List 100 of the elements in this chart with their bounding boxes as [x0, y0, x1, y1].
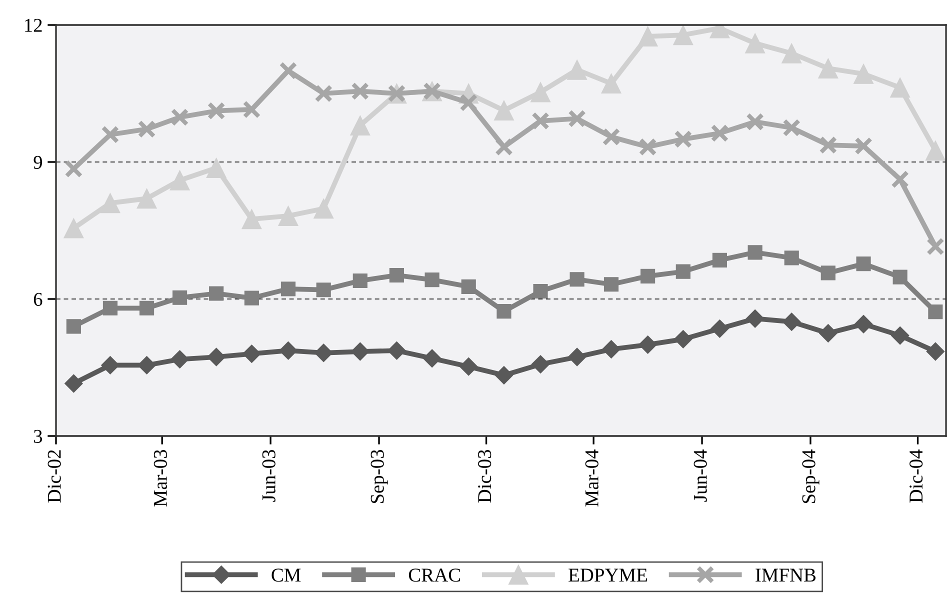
point: [748, 245, 762, 260]
point: [818, 324, 838, 342]
point: [389, 268, 404, 283]
point: [170, 108, 189, 126]
legend-label: CRAC: [408, 568, 460, 582]
x-tick-label: Dic-03: [478, 450, 492, 503]
point: [100, 193, 120, 214]
point: [494, 138, 514, 156]
point: [604, 277, 619, 292]
point: [531, 355, 550, 374]
point: [138, 120, 156, 138]
point: [854, 136, 873, 156]
point: [136, 188, 157, 209]
x-tick-label: Dic-02: [48, 450, 61, 503]
x-tick-label: Sep-04: [802, 449, 820, 503]
y-tick-label: 3: [34, 430, 42, 443]
point: [279, 62, 298, 80]
point: [244, 290, 259, 306]
point: [710, 124, 729, 142]
point: [314, 198, 334, 219]
point: [570, 272, 584, 287]
point: [638, 26, 658, 46]
point: [925, 140, 946, 161]
point: [568, 110, 586, 128]
point: [139, 300, 154, 316]
x-tick-label: Jun-03: [262, 450, 276, 502]
point: [64, 160, 83, 178]
point: [891, 170, 910, 188]
point: [242, 209, 262, 230]
point: [280, 282, 296, 296]
point: [209, 286, 224, 301]
point: [351, 82, 370, 100]
point: [926, 237, 944, 256]
point: [674, 130, 692, 148]
point: [746, 309, 764, 328]
point: [568, 348, 586, 366]
point: [782, 312, 801, 332]
point: [496, 304, 512, 319]
point: [461, 279, 476, 294]
point: [602, 340, 620, 358]
point: [530, 82, 551, 102]
point: [170, 170, 190, 190]
point: [316, 282, 331, 298]
x-tick-label: Mar-04: [585, 450, 598, 507]
point: [853, 64, 874, 84]
point: [138, 356, 156, 374]
y-tick-label: 12: [25, 18, 42, 32]
legend-label: CM: [272, 568, 301, 582]
x-tick-label: Sep-03: [370, 450, 388, 503]
point: [745, 33, 766, 54]
point: [533, 284, 548, 299]
x-tick-label: Dic-04: [910, 450, 923, 503]
point: [422, 349, 442, 368]
point: [782, 118, 801, 137]
point: [494, 100, 514, 120]
point: [64, 218, 84, 238]
point: [460, 94, 478, 112]
point: [459, 357, 478, 376]
point: [172, 290, 188, 305]
legend-label: EDPYME: [568, 568, 648, 582]
point: [712, 252, 728, 268]
point: [710, 319, 729, 338]
point: [676, 264, 690, 279]
point: [818, 58, 838, 78]
point: [640, 268, 656, 284]
point: [101, 126, 120, 144]
point: [242, 100, 261, 119]
point: [784, 250, 799, 266]
point: [350, 115, 370, 136]
point: [352, 273, 368, 288]
point: [892, 270, 908, 284]
point: [638, 138, 657, 156]
point: [102, 300, 118, 316]
point: [101, 356, 120, 374]
point: [207, 348, 226, 366]
point: [674, 330, 692, 348]
point: [673, 25, 694, 46]
point: [531, 112, 550, 130]
point: [494, 366, 514, 384]
point: [242, 344, 261, 363]
point: [424, 272, 440, 288]
y-tick-label: 9: [34, 156, 42, 169]
point: [206, 158, 226, 178]
point: [854, 314, 873, 334]
point: [601, 73, 622, 94]
point: [746, 112, 764, 131]
y-tick-label: 6: [34, 292, 42, 306]
point: [566, 60, 588, 80]
x-tick-label: Mar-03: [154, 450, 167, 507]
point: [638, 335, 657, 354]
point: [170, 350, 189, 368]
point: [890, 326, 910, 345]
point: [278, 206, 298, 226]
legend-label: IMFNB: [756, 568, 816, 582]
point: [64, 374, 83, 393]
point: [856, 256, 871, 272]
point: [926, 342, 945, 361]
point: [350, 342, 370, 361]
point: [890, 77, 910, 98]
point: [314, 84, 333, 103]
